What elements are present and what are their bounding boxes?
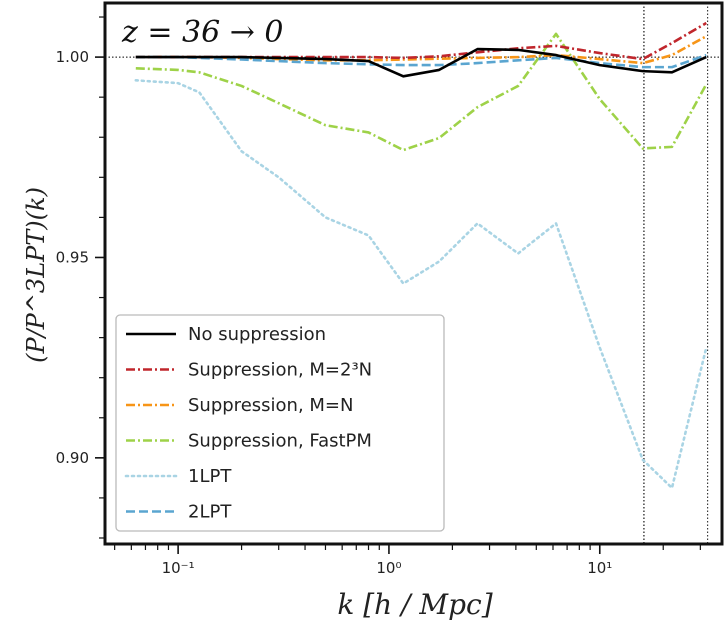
y-tick-label: 0.95 [56,248,89,266]
x-tick-label: 10⁰ [376,559,401,577]
redshift-annotation: z = 36 → 0 [121,15,283,50]
series-line-4 [134,79,708,490]
legend-label-1: Suppression, M=2³N [188,360,372,381]
series-line-1 [135,21,707,61]
x-axis-label: k [h / Mpc] [337,588,492,621]
series-line-5 [135,53,707,69]
legend-label-2: Suppression, M=N [188,395,353,416]
y-axis-label: (P/P^3LPT)(k) [22,187,50,363]
series-layer [134,21,708,490]
series-line-3 [135,32,708,152]
legend-box [115,314,445,532]
series-line-2 [135,35,707,65]
plot-frame [103,1,724,546]
x-tick-label: 10¹ [587,559,612,577]
series-line-0 [135,47,707,78]
y-tick-label: 1.00 [56,48,89,66]
x-tick-label: 10⁻¹ [162,559,195,577]
legend-label-5: 2LPT [188,502,232,523]
legend-label-4: 1LPT [188,466,232,487]
legend-label-3: Suppression, FastPM [188,431,372,452]
legend-label-0: No suppression [188,324,326,345]
legend: No suppression Suppression, M=2³N Suppress… [115,314,445,532]
y-tick-label: 0.90 [56,449,89,467]
